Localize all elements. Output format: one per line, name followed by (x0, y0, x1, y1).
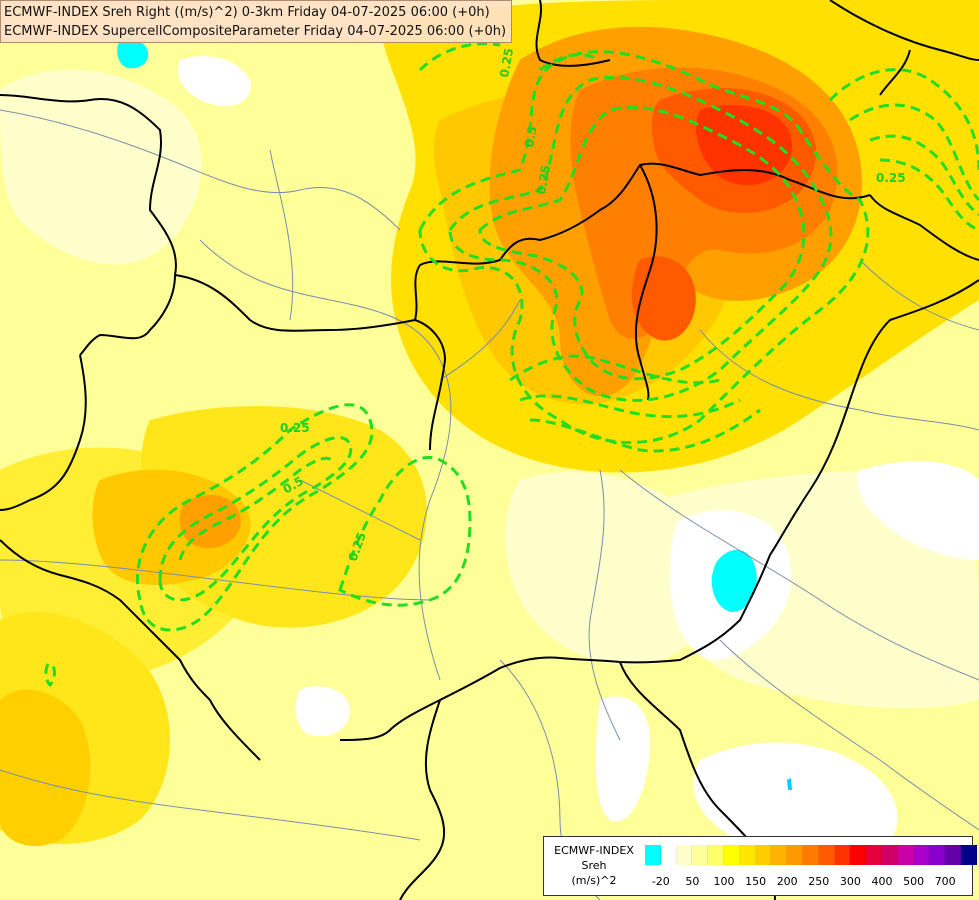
legend-swatch (881, 845, 898, 865)
contour-label: 0.25 (497, 47, 516, 79)
negative-sreh-dot (787, 778, 792, 790)
rivers (0, 109, 979, 900)
legend-swatch (723, 845, 740, 865)
legend-tick-label: 400 (871, 875, 893, 888)
legend-swatch (834, 845, 851, 865)
legend-swatch (866, 845, 882, 865)
legend-swatches (645, 845, 977, 865)
legend-swatch (850, 845, 867, 865)
legend-tick-label: 100 (713, 875, 735, 888)
title-sreh: ECMWF-INDEX Sreh Right ((m/s)^2) 0-3km F… (4, 5, 490, 20)
title-scp: ECMWF-INDEX SupercellCompositeParameter … (4, 24, 507, 39)
legend-line3: (m/s)^2 (571, 874, 617, 887)
legend-swatch (787, 845, 803, 865)
low-sreh-areas (0, 56, 979, 863)
legend-swatch (676, 845, 693, 865)
legend-swatch (708, 845, 724, 865)
legend-swatch (771, 845, 788, 865)
legend-swatch (818, 845, 835, 865)
negative-sreh-patch (711, 549, 757, 612)
legend-swatch (645, 845, 661, 865)
legend-tick-label: 300 (839, 875, 861, 888)
legend-swatch (660, 845, 677, 865)
legend-tick-label: 700 (934, 875, 956, 888)
legend-swatch (929, 845, 946, 865)
legend-swatch (913, 845, 930, 865)
contour-label: 0.25 (280, 421, 310, 435)
scp-contours (44, 42, 979, 688)
legend-tick-label: 200 (776, 875, 798, 888)
legend-tick-label: 150 (745, 875, 767, 888)
legend-tick-label: 50 (685, 875, 700, 888)
legend-swatch (897, 845, 914, 865)
legend-title: ECMWF-INDEX Sreh (m/s)^2 (544, 843, 644, 888)
legend-ticks: -20 50 100 150 200 250 300 400 500 700 (645, 875, 971, 891)
legend-line2: Sreh (581, 859, 607, 872)
legend-line1: ECMWF-INDEX (554, 844, 634, 857)
legend-tick-label: -20 (651, 875, 670, 888)
legend-swatch (945, 845, 961, 865)
contour-label: 0.25 (876, 171, 906, 185)
legend-tick-label: 500 (903, 875, 925, 888)
legend-swatch (755, 845, 772, 865)
legend-swatch (739, 845, 756, 865)
legend-swatch (802, 845, 819, 865)
contour-label: 0.5 (522, 125, 539, 148)
legend-tick-label: 250 (808, 875, 830, 888)
legend-swatch (692, 845, 709, 865)
color-legend: ECMWF-INDEX Sreh (m/s)^2 -20 50 100 150 200 2… (543, 836, 977, 896)
map-title-box: ECMWF-INDEX Sreh Right ((m/s)^2) 0-3km F… (0, 0, 512, 43)
contour-label: 0.25 (534, 164, 553, 196)
legend-swatch (960, 845, 977, 865)
negative-sreh-topleft (117, 38, 149, 69)
